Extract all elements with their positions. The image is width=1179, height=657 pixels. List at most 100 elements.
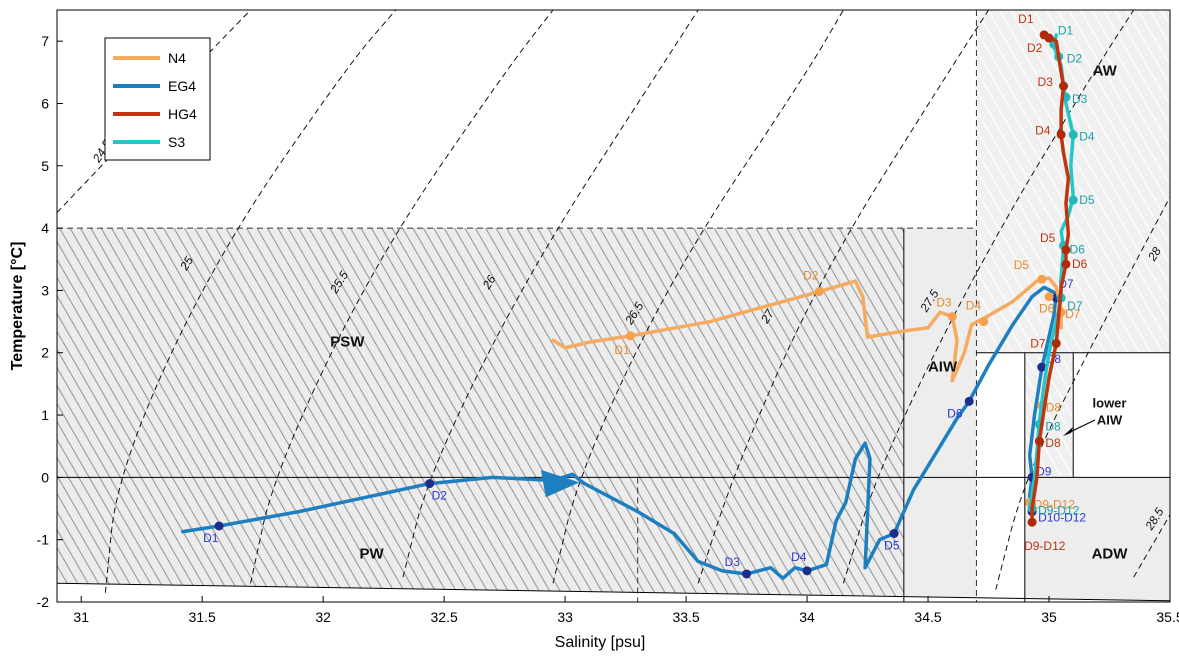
station-label-N4-D8: D8 <box>1046 401 1062 415</box>
station-EG4-D1 <box>214 521 224 531</box>
isopycnal-25.5 <box>250 10 554 584</box>
station-label-EG4-D9: D9 <box>1036 464 1052 478</box>
station-label-HG4-D8: D8 <box>1045 436 1061 450</box>
station-EG4-D6 <box>964 396 974 406</box>
x-tick-label-35: 35 <box>1041 609 1057 625</box>
station-label-EG4-D5: D5 <box>884 538 900 552</box>
station-label-S3-D2: D2 <box>1067 52 1083 66</box>
x-tick-label-32: 32 <box>315 609 331 625</box>
station-label-EG4-D2: D2 <box>432 489 448 503</box>
station-label-HG4-D1: D1 <box>1018 12 1034 26</box>
station-label-S3-D6: D6 <box>1070 243 1086 257</box>
station-label-EG4-D6: D6 <box>947 406 963 420</box>
series-line-HG4 <box>1030 31 1071 526</box>
station-label-S3-D8: D8 <box>1045 419 1061 433</box>
station-label-N4-D4: D4 <box>966 299 982 313</box>
legend-label-N4: N4 <box>168 50 186 66</box>
water-mass-regions <box>57 10 1170 602</box>
eg4-direction-arrow <box>540 469 580 498</box>
station-label-N4-D5: D5 <box>1014 258 1030 272</box>
water-mass-label-pw: PW <box>359 545 384 562</box>
y-tick-label-5: 5 <box>41 158 49 174</box>
water-mass-label-psw: PSW <box>330 334 365 351</box>
station-label-EG4-D1: D1 <box>203 531 219 545</box>
station-label-HG4-D4: D4 <box>1035 124 1051 138</box>
profile-series: D1 D2 D3 D4 D5 D6 D7 D8 D9 D10-D12 D1 D2 D3 D4 D5 D6 D7 D… <box>181 12 1095 581</box>
station-label-EG4-D4: D4 <box>791 550 807 564</box>
station-EG4-D3 <box>742 569 752 579</box>
station-label-N4-D7: D7 <box>1065 307 1081 321</box>
station-label-N4-D2: D2 <box>803 269 819 283</box>
legend-label-HG4: HG4 <box>168 106 197 122</box>
station-label-HG4-D3: D3 <box>1038 75 1054 89</box>
axes: 3131.53232.53333.53434.53535.5-2-1012345… <box>37 33 1179 625</box>
x-tick-label-31: 31 <box>73 609 89 625</box>
legend-label-EG4: EG4 <box>168 78 196 94</box>
y-tick-label--2: -2 <box>37 594 50 610</box>
station-label-HG4-D5: D5 <box>1040 231 1056 245</box>
station-N4-D6 <box>1044 292 1054 302</box>
x-tick-label-31.5: 31.5 <box>189 609 216 625</box>
station-label-S3-D4: D4 <box>1079 130 1095 144</box>
water-mass-label-lower: lower <box>1093 396 1127 411</box>
station-label-S3-D7: D7 <box>1067 299 1083 313</box>
station-HG4-D9-D12 <box>1027 517 1037 527</box>
adw-region <box>1024 477 1170 602</box>
plot-frame <box>56 9 1171 603</box>
station-HG4-D6 <box>1061 259 1071 269</box>
isopycnal-label-26: 26 <box>479 272 499 292</box>
station-EG4-D4 <box>802 566 812 576</box>
x-tick-label-32.5: 32.5 <box>431 609 458 625</box>
lower-aiw-arrowhead <box>1063 427 1073 436</box>
station-HG4-D2 <box>1044 33 1054 43</box>
x-tick-label-33: 33 <box>557 609 573 625</box>
isopycnal-label-25: 25 <box>177 254 197 274</box>
station-label-S3-D9-D12: D9-D12 <box>1038 504 1080 518</box>
station-EG4-D8 <box>1037 362 1047 372</box>
station-label-EG4-D3: D3 <box>725 555 741 569</box>
aiw-region <box>903 228 977 602</box>
station-S3-D5 <box>1068 195 1078 205</box>
y-tick-label-6: 6 <box>41 95 49 111</box>
water-mass-label-aiw: AIW <box>928 358 958 375</box>
x-axis-label: Salinity [psu] <box>555 634 646 651</box>
isopycnal-26.5 <box>552 10 844 584</box>
station-S3-D4 <box>1068 130 1078 140</box>
y-tick-label-7: 7 <box>41 33 49 49</box>
station-HG4-D7 <box>1051 338 1061 348</box>
isopycnal-28.5 <box>1133 514 1170 578</box>
isopycnal-25 <box>104 10 397 593</box>
station-HG4-D5 <box>1061 245 1071 255</box>
x-tick-label-34: 34 <box>799 609 815 625</box>
y-tick-label-1: 1 <box>41 407 49 423</box>
x-tick-label-33.5: 33.5 <box>672 609 699 625</box>
station-HG4-D4 <box>1056 130 1066 140</box>
y-tick-label--1: -1 <box>37 532 50 548</box>
y-tick-label-0: 0 <box>41 469 49 485</box>
isopycnal-27.5 <box>842 10 1135 584</box>
station-label-HG4-D9-D12: D9-D12 <box>1024 539 1066 553</box>
station-HG4-D8 <box>1034 436 1044 446</box>
legend-label-S3: S3 <box>168 134 185 150</box>
y-tick-label-3: 3 <box>41 282 49 298</box>
station-N4-D4 <box>979 317 989 327</box>
isopycnal-26 <box>402 10 699 578</box>
station-N4-D1 <box>625 331 635 341</box>
water-mass-label-aw: AW <box>1093 62 1118 79</box>
legend: N4 EG4 HG4 S3 <box>104 37 211 161</box>
station-label-EG4-D10-D12: D10-D12 <box>1038 511 1086 525</box>
station-label-S3-D3: D3 <box>1072 92 1088 106</box>
x-tick-label-35.5: 35.5 <box>1156 609 1179 625</box>
station-N4-D2 <box>814 287 824 297</box>
water-mass-label-adw: ADW <box>1092 545 1129 562</box>
station-label-HG4-D6: D6 <box>1072 257 1088 271</box>
water-mass-label-aiw: AIW <box>1097 413 1123 428</box>
y-tick-label-4: 4 <box>41 220 49 236</box>
station-label-HG4-D2: D2 <box>1027 41 1043 55</box>
station-HG4-D3 <box>1059 81 1069 91</box>
water-mass-labels: PSW PW AIW AW lower AIW ADW <box>330 62 1128 562</box>
isopycnal-27 <box>697 10 989 584</box>
station-N4-D5 <box>1037 274 1047 284</box>
station-label-N4-D6: D6 <box>1039 302 1055 316</box>
